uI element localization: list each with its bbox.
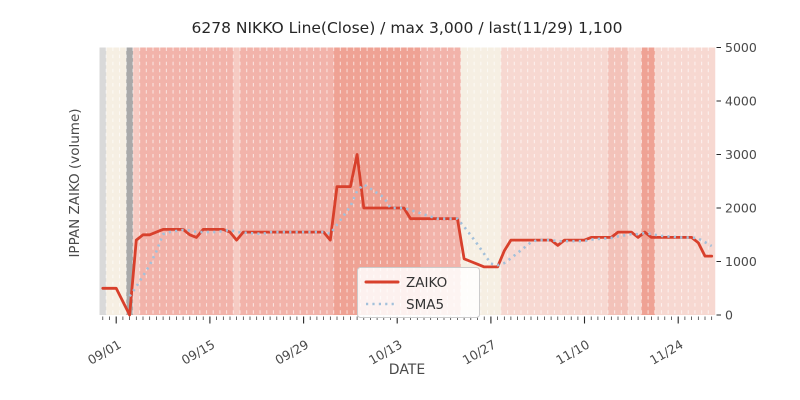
- x-tick-label: 11/10: [553, 337, 592, 368]
- legend-label-sma5: SMA5: [406, 297, 444, 313]
- x-tick-label: 09/29: [272, 337, 311, 368]
- y-tick-label: 1000: [725, 254, 757, 269]
- y-tick-label: 2000: [725, 201, 757, 216]
- y-tick-label: 4000: [725, 94, 757, 109]
- legend-label-zaiko: ZAIKO: [406, 275, 447, 291]
- x-tick-label: 10/27: [460, 337, 499, 368]
- zaiko-line: [101, 153, 714, 317]
- x-axis-ticks: 09/01 09/15 09/29 10/13 10/27 11/10 11/24: [85, 316, 713, 368]
- y-axis-ticks: 0 1000 2000 3000 4000 5000: [716, 40, 757, 323]
- x-tick-label: 09/15: [179, 337, 218, 368]
- legend-box: [357, 267, 480, 318]
- y-tick-label: 3000: [725, 147, 757, 162]
- y-tick-label: 5000: [725, 40, 757, 55]
- x-tick-label: 09/01: [85, 337, 124, 368]
- x-axis-title: DATE: [389, 362, 425, 378]
- vertical-gridlines: [105, 47, 709, 315]
- y-axis-title: IPPAN ZAIKO (volume): [67, 108, 83, 257]
- series-lines: [101, 153, 714, 317]
- y-tick-label: 0: [725, 308, 733, 323]
- x-tick-label: 11/24: [647, 337, 686, 368]
- chart-title: 6278 NIKKO Line(Close) / max 3,000 / las…: [191, 19, 622, 37]
- legend: ZAIKO SMA5: [357, 267, 480, 318]
- sma5-line: [128, 182, 713, 298]
